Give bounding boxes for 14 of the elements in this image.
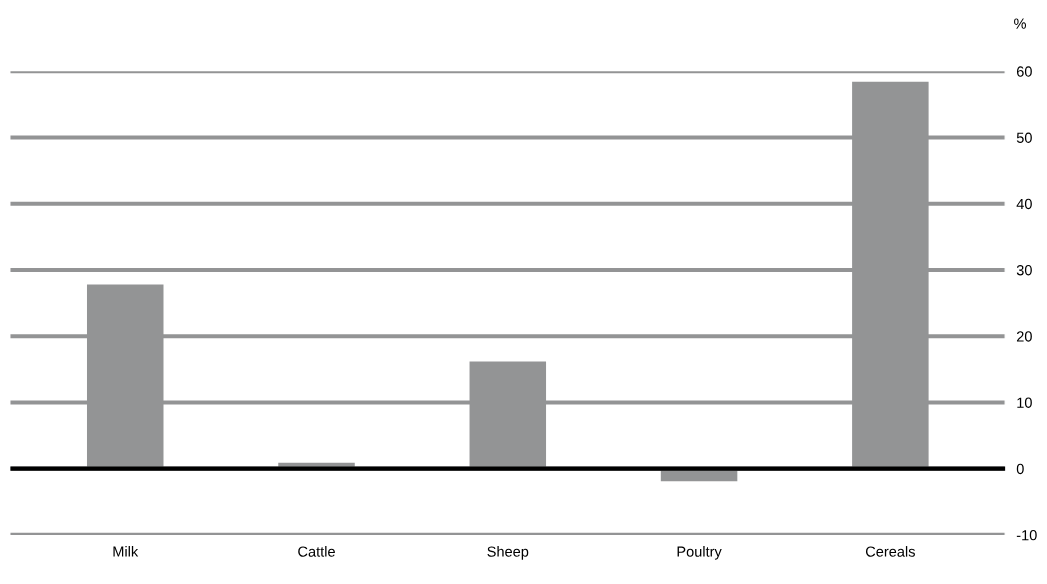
x-tick-label: Cattle (298, 546, 335, 557)
y-tick-label: 0 (1016, 463, 1024, 475)
y-axis-title: % (1014, 18, 1026, 29)
x-tick-label: Cereals (865, 546, 915, 557)
y-tick-label: 10 (1017, 397, 1032, 408)
y-tick-label: 50 (1016, 132, 1032, 143)
y-tick-label: 30 (1016, 265, 1032, 276)
x-tick-label: Sheep (487, 546, 529, 560)
y-tick-label: -10 (1016, 530, 1037, 541)
x-tick-label: Milk (113, 546, 139, 557)
y-tick-label: 20 (1016, 331, 1032, 342)
y-tick-label: 40 (1016, 198, 1032, 210)
y-tick-label: 60 (1016, 66, 1032, 77)
x-tick-label: Poultry (677, 546, 722, 560)
